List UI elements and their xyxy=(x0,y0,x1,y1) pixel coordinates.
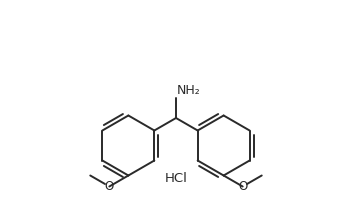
Text: O: O xyxy=(238,180,247,193)
Text: O: O xyxy=(105,180,114,193)
Text: HCl: HCl xyxy=(165,171,187,185)
Text: NH₂: NH₂ xyxy=(177,84,201,97)
